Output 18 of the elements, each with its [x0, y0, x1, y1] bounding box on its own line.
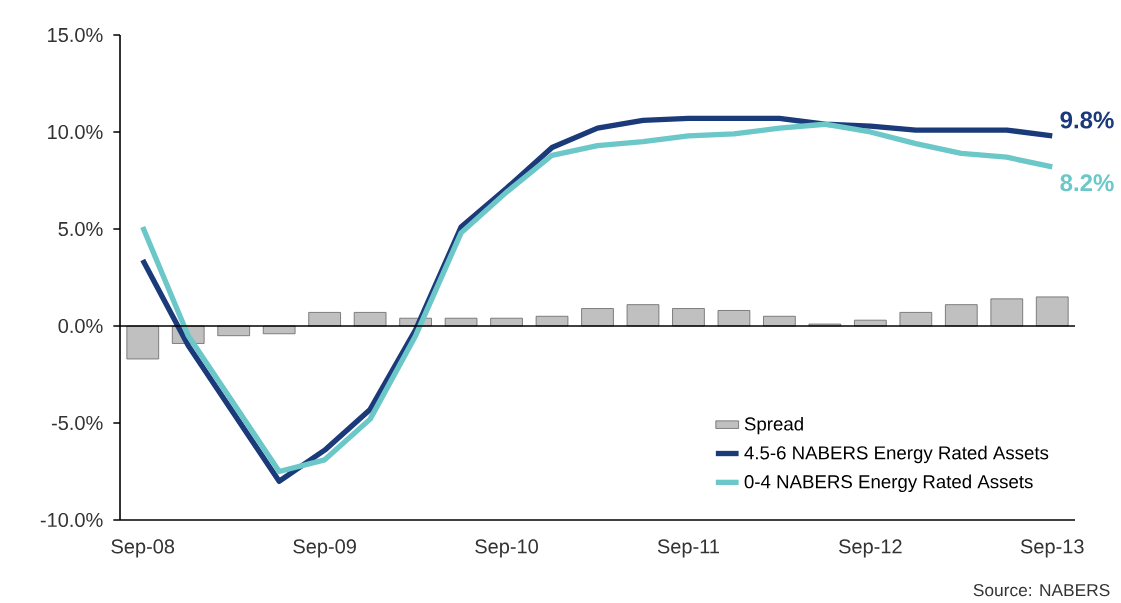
x-tick-label: Sep-08: [111, 539, 175, 558]
y-tick-label: 0.0%: [58, 318, 103, 334]
y-tick-label: 10.0%: [48, 124, 103, 140]
x-tick-label: Sep-10: [475, 539, 538, 558]
source-note: Source: NABERS: [973, 584, 1110, 597]
legend-label: 0-4 NABERS Energy Rated Assets: [744, 474, 1033, 493]
annotation: 9.8%: [1060, 111, 1114, 129]
y-tick-label: -10.0%: [40, 512, 103, 528]
annotation: 8.2%: [1060, 174, 1114, 192]
x-tick-label: Sep-11: [657, 539, 719, 558]
y-tick-label: 15.0%: [48, 27, 103, 43]
legend-label: 4.5-6 NABERS Energy Rated Assets: [744, 445, 1049, 464]
y-tick-label: 5.0%: [58, 221, 103, 237]
x-tick-label: Sep-09: [293, 539, 356, 558]
legend-label: Spread: [744, 416, 803, 435]
x-tick-label: Sep-13: [1020, 539, 1084, 558]
y-tick-label: -5.0%: [51, 415, 103, 431]
x-tick-label: Sep-12: [839, 539, 902, 558]
